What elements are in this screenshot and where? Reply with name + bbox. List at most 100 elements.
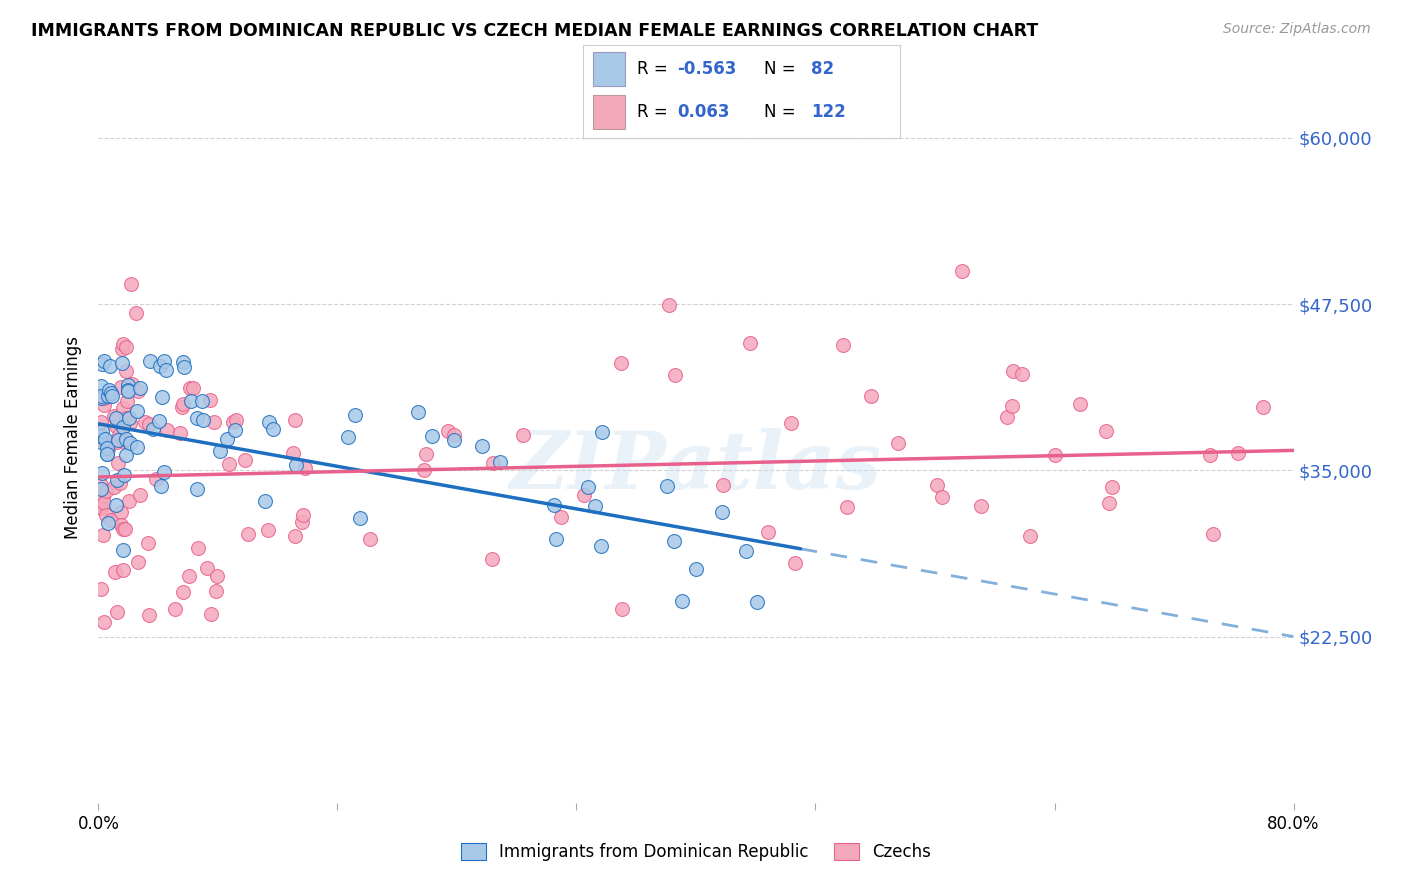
Point — [129, 381, 152, 395]
Point — [90, 582, 112, 597]
Point — [172, 355, 194, 369]
Point — [110, 342, 132, 356]
Point — [925, 477, 948, 491]
Point — [100, 513, 122, 527]
Point — [127, 384, 149, 398]
Point — [105, 498, 128, 512]
Point — [112, 542, 135, 557]
Point — [91, 466, 114, 480]
Point — [671, 594, 693, 608]
Point — [546, 533, 568, 547]
Point — [291, 515, 314, 529]
Point — [655, 479, 678, 493]
Point — [583, 499, 606, 513]
Point — [90, 500, 112, 515]
Point — [90, 429, 112, 443]
Point — [90, 478, 112, 492]
Point — [1000, 399, 1022, 413]
Point — [94, 508, 117, 523]
Point — [835, 500, 858, 514]
Text: IMMIGRANTS FROM DOMINICAN REPUBLIC VS CZECH MEDIAN FEMALE EARNINGS CORRELATION C: IMMIGRANTS FROM DOMINICAN REPUBLIC VS CZ… — [31, 22, 1038, 40]
Point — [420, 429, 443, 443]
Point — [832, 338, 855, 352]
Point — [100, 386, 122, 401]
Text: R =: R = — [637, 103, 673, 121]
Point — [1043, 448, 1066, 462]
Point — [283, 413, 305, 427]
Point — [93, 398, 115, 412]
Point — [443, 434, 465, 448]
Point — [710, 505, 733, 519]
Point — [103, 480, 125, 494]
Point — [172, 585, 194, 599]
Text: ZIPatlas: ZIPatlas — [510, 427, 882, 505]
Point — [482, 457, 505, 471]
Point — [550, 509, 572, 524]
Point — [180, 394, 202, 409]
Text: N =: N = — [763, 60, 800, 78]
Point — [172, 397, 194, 411]
Point — [129, 488, 152, 502]
Point — [218, 457, 240, 471]
Point — [257, 416, 280, 430]
Point — [1069, 397, 1091, 411]
Point — [225, 413, 247, 427]
Point — [98, 383, 121, 397]
Point — [105, 419, 128, 434]
FancyBboxPatch shape — [593, 52, 624, 86]
Point — [90, 391, 112, 405]
Point — [1011, 368, 1033, 382]
Point — [589, 539, 612, 553]
Point — [152, 465, 174, 479]
Point — [576, 480, 599, 494]
Point — [202, 415, 225, 429]
Point — [343, 409, 366, 423]
Point — [224, 423, 246, 437]
Point — [209, 443, 232, 458]
Point — [96, 441, 118, 455]
Point — [359, 533, 381, 547]
Point — [1019, 529, 1042, 543]
Point — [107, 456, 129, 470]
Point — [217, 433, 239, 447]
Point — [117, 411, 139, 425]
Point — [181, 381, 204, 395]
Point — [108, 476, 131, 491]
Point — [238, 527, 260, 541]
Point — [120, 417, 142, 431]
Point — [134, 416, 156, 430]
Point — [970, 499, 993, 513]
Point — [155, 363, 177, 377]
Point — [90, 379, 112, 393]
Point — [205, 584, 228, 599]
Point — [117, 378, 139, 392]
Point — [610, 356, 633, 370]
Point — [97, 516, 120, 530]
Point — [90, 415, 112, 429]
Point — [94, 483, 117, 498]
Point — [125, 306, 148, 320]
Point — [90, 482, 112, 496]
Point — [111, 522, 134, 536]
Text: 0.063: 0.063 — [676, 103, 730, 121]
Point — [887, 436, 910, 450]
Point — [471, 439, 494, 453]
Point — [91, 489, 114, 503]
Point — [91, 424, 114, 438]
Point — [145, 472, 167, 486]
Point — [187, 541, 209, 556]
Point — [98, 359, 121, 374]
Point — [222, 415, 245, 429]
Text: R =: R = — [637, 60, 673, 78]
Point — [118, 493, 141, 508]
Y-axis label: Median Female Earnings: Median Female Earnings — [65, 335, 83, 539]
Point — [436, 425, 458, 439]
Point — [349, 510, 371, 524]
Point — [337, 430, 360, 444]
Point — [97, 442, 120, 456]
Point — [93, 354, 115, 368]
Point — [111, 401, 134, 415]
Point — [125, 403, 148, 417]
Point — [284, 529, 307, 543]
Point — [512, 427, 534, 442]
